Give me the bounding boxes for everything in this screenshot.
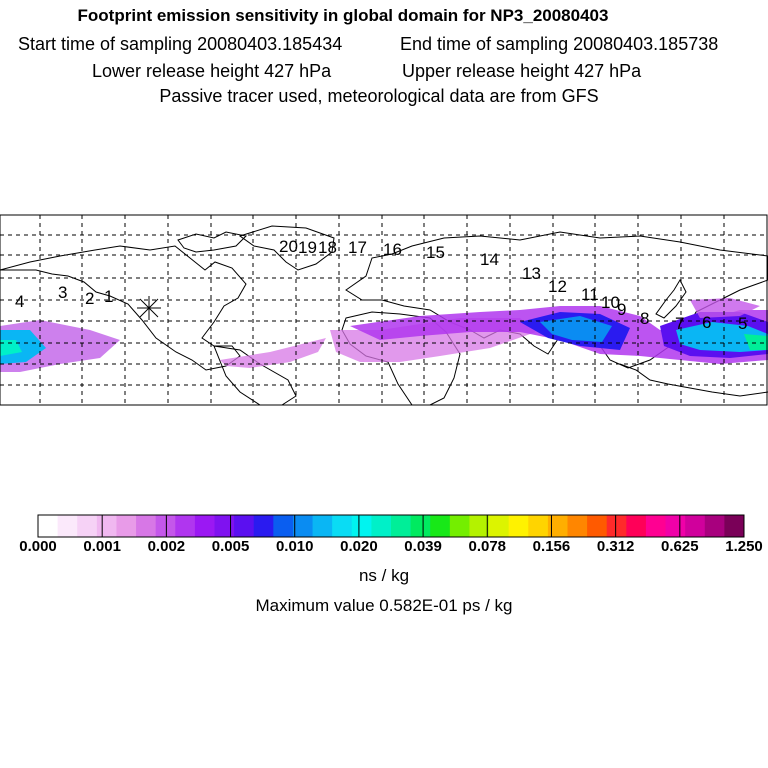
colorbar-tick-label: 0.001: [83, 538, 121, 555]
start-sampling-time: Start time of sampling 20080403.185434: [18, 34, 343, 54]
map-frame: [0, 214, 768, 406]
colorbar-swatch: [351, 515, 372, 537]
colorbar-tick-label: 0.002: [147, 538, 186, 555]
colorbar-swatch: [116, 515, 137, 537]
upper-release-height: Upper release height 427 hPa: [402, 61, 642, 81]
trajectory-label-19: 19: [298, 238, 317, 257]
colorbar-swatch: [292, 515, 314, 537]
trajectory-label-3: 3: [58, 283, 67, 302]
colorbar-swatch: [312, 515, 333, 537]
colorbar-unit: ns / kg: [358, 566, 410, 585]
tracer-note: Passive tracer used, meteorological data…: [159, 86, 599, 106]
colorbar-swatch: [724, 515, 745, 537]
trajectory-label-12: 12: [548, 277, 567, 296]
colorbar-swatch: [685, 515, 706, 537]
colorbar-swatch: [547, 515, 568, 537]
sensitivity-plume: [0, 298, 768, 372]
trajectory-label-11: 11: [581, 285, 599, 304]
colorbar-swatch: [155, 515, 176, 537]
colorbar-swatch: [371, 515, 392, 537]
trajectory-label-20: 20: [279, 237, 298, 256]
colorbar-swatch: [665, 515, 686, 537]
colorbar-swatch: [606, 515, 627, 537]
colorbar-tick-label: 0.078: [468, 538, 507, 555]
trajectory-label-17: 17: [348, 238, 367, 257]
colorbar-swatch: [273, 515, 294, 537]
greenland-coast: [238, 225, 335, 271]
map-panel: 1 2 3 4 5 6 7 8 9 10 11 12 13 14 15 16 1…: [0, 215, 768, 405]
colorbar-swatch: [234, 515, 255, 537]
lower-release-height: Lower release height 427 hPa: [92, 61, 332, 81]
colorbar-tick-label: 1.250: [725, 538, 763, 555]
colorbar-swatch: [704, 515, 725, 537]
colorbar-swatch: [214, 515, 235, 537]
colorbar-swatch: [391, 515, 412, 537]
arctic-islands: [177, 231, 248, 253]
trajectory-label-5: 5: [738, 314, 747, 333]
colorbar-swatch: [194, 515, 215, 537]
colorbar-swatch: [57, 515, 78, 537]
colorbar-frame: [37, 514, 745, 538]
trajectory-label-15: 15: [426, 243, 445, 262]
end-sampling-time: End time of sampling 20080403.185738: [400, 34, 719, 54]
colorbar-swatch: [430, 515, 451, 537]
colorbar-swatch: [175, 515, 196, 537]
plot-title: Footprint emission sensitivity in global…: [77, 6, 609, 25]
trajectory-label-10: 10: [601, 293, 620, 312]
colorbar-tick-label: 0.625: [661, 538, 699, 555]
colorbar-tick-label: 0.005: [211, 538, 250, 555]
trajectory-label-9: 9: [617, 300, 626, 319]
colorbar-swatch: [567, 515, 588, 537]
trajectory-label-14: 14: [480, 250, 499, 269]
trajectory-label-2: 2: [85, 289, 94, 308]
trajectory-label-18: 18: [318, 238, 337, 257]
colorbar-tick-label: 0.020: [340, 538, 378, 555]
colorbar-swatch: [528, 515, 549, 537]
colorbar: [38, 515, 745, 537]
colorbar-swatch: [469, 515, 490, 537]
colorbar-swatch: [410, 515, 431, 537]
colorbar-swatch: [489, 515, 510, 537]
trajectory-label-7: 7: [675, 314, 684, 333]
release-point-asterisk: [137, 296, 161, 320]
colorbar-swatch: [645, 515, 667, 537]
southeast-asia-islands: [619, 363, 768, 397]
colorbar-swatch: [508, 515, 529, 537]
trajectory-labels: 1 2 3 4 5 6 7 8 9 10 11 12 13 14 15 16 1…: [15, 237, 747, 333]
colorbar-tick-label: 0.039: [404, 538, 442, 555]
colorbar-tick-label: 0.000: [19, 538, 57, 555]
trajectory-label-6: 6: [702, 313, 711, 332]
colorbar-tick-label: 0.156: [532, 538, 571, 555]
trajectory-label-4: 4: [15, 292, 24, 311]
colorbar-tick-label: 0.010: [275, 538, 314, 555]
trajectory-label-1: 1: [104, 287, 113, 306]
colorbar-swatch: [77, 515, 98, 537]
trajectory-label-8: 8: [640, 309, 649, 328]
trajectory-label-16: 16: [383, 240, 402, 259]
colorbar-swatch: [136, 515, 157, 537]
graticule: [0, 215, 768, 405]
colorbar-swatch: [332, 515, 353, 537]
colorbar-swatch: [38, 515, 59, 537]
colorbar-swatch: [449, 515, 470, 537]
trajectory-label-13: 13: [522, 264, 541, 283]
colorbar-swatch: [96, 515, 117, 537]
colorbar-tick-label: 0.312: [596, 538, 635, 555]
colorbar-swatch: [253, 515, 274, 537]
maximum-value: Maximum value 0.582E-01 ps / kg: [255, 596, 513, 615]
colorbar-swatch: [626, 515, 647, 537]
colorbar-swatch: [587, 515, 608, 537]
